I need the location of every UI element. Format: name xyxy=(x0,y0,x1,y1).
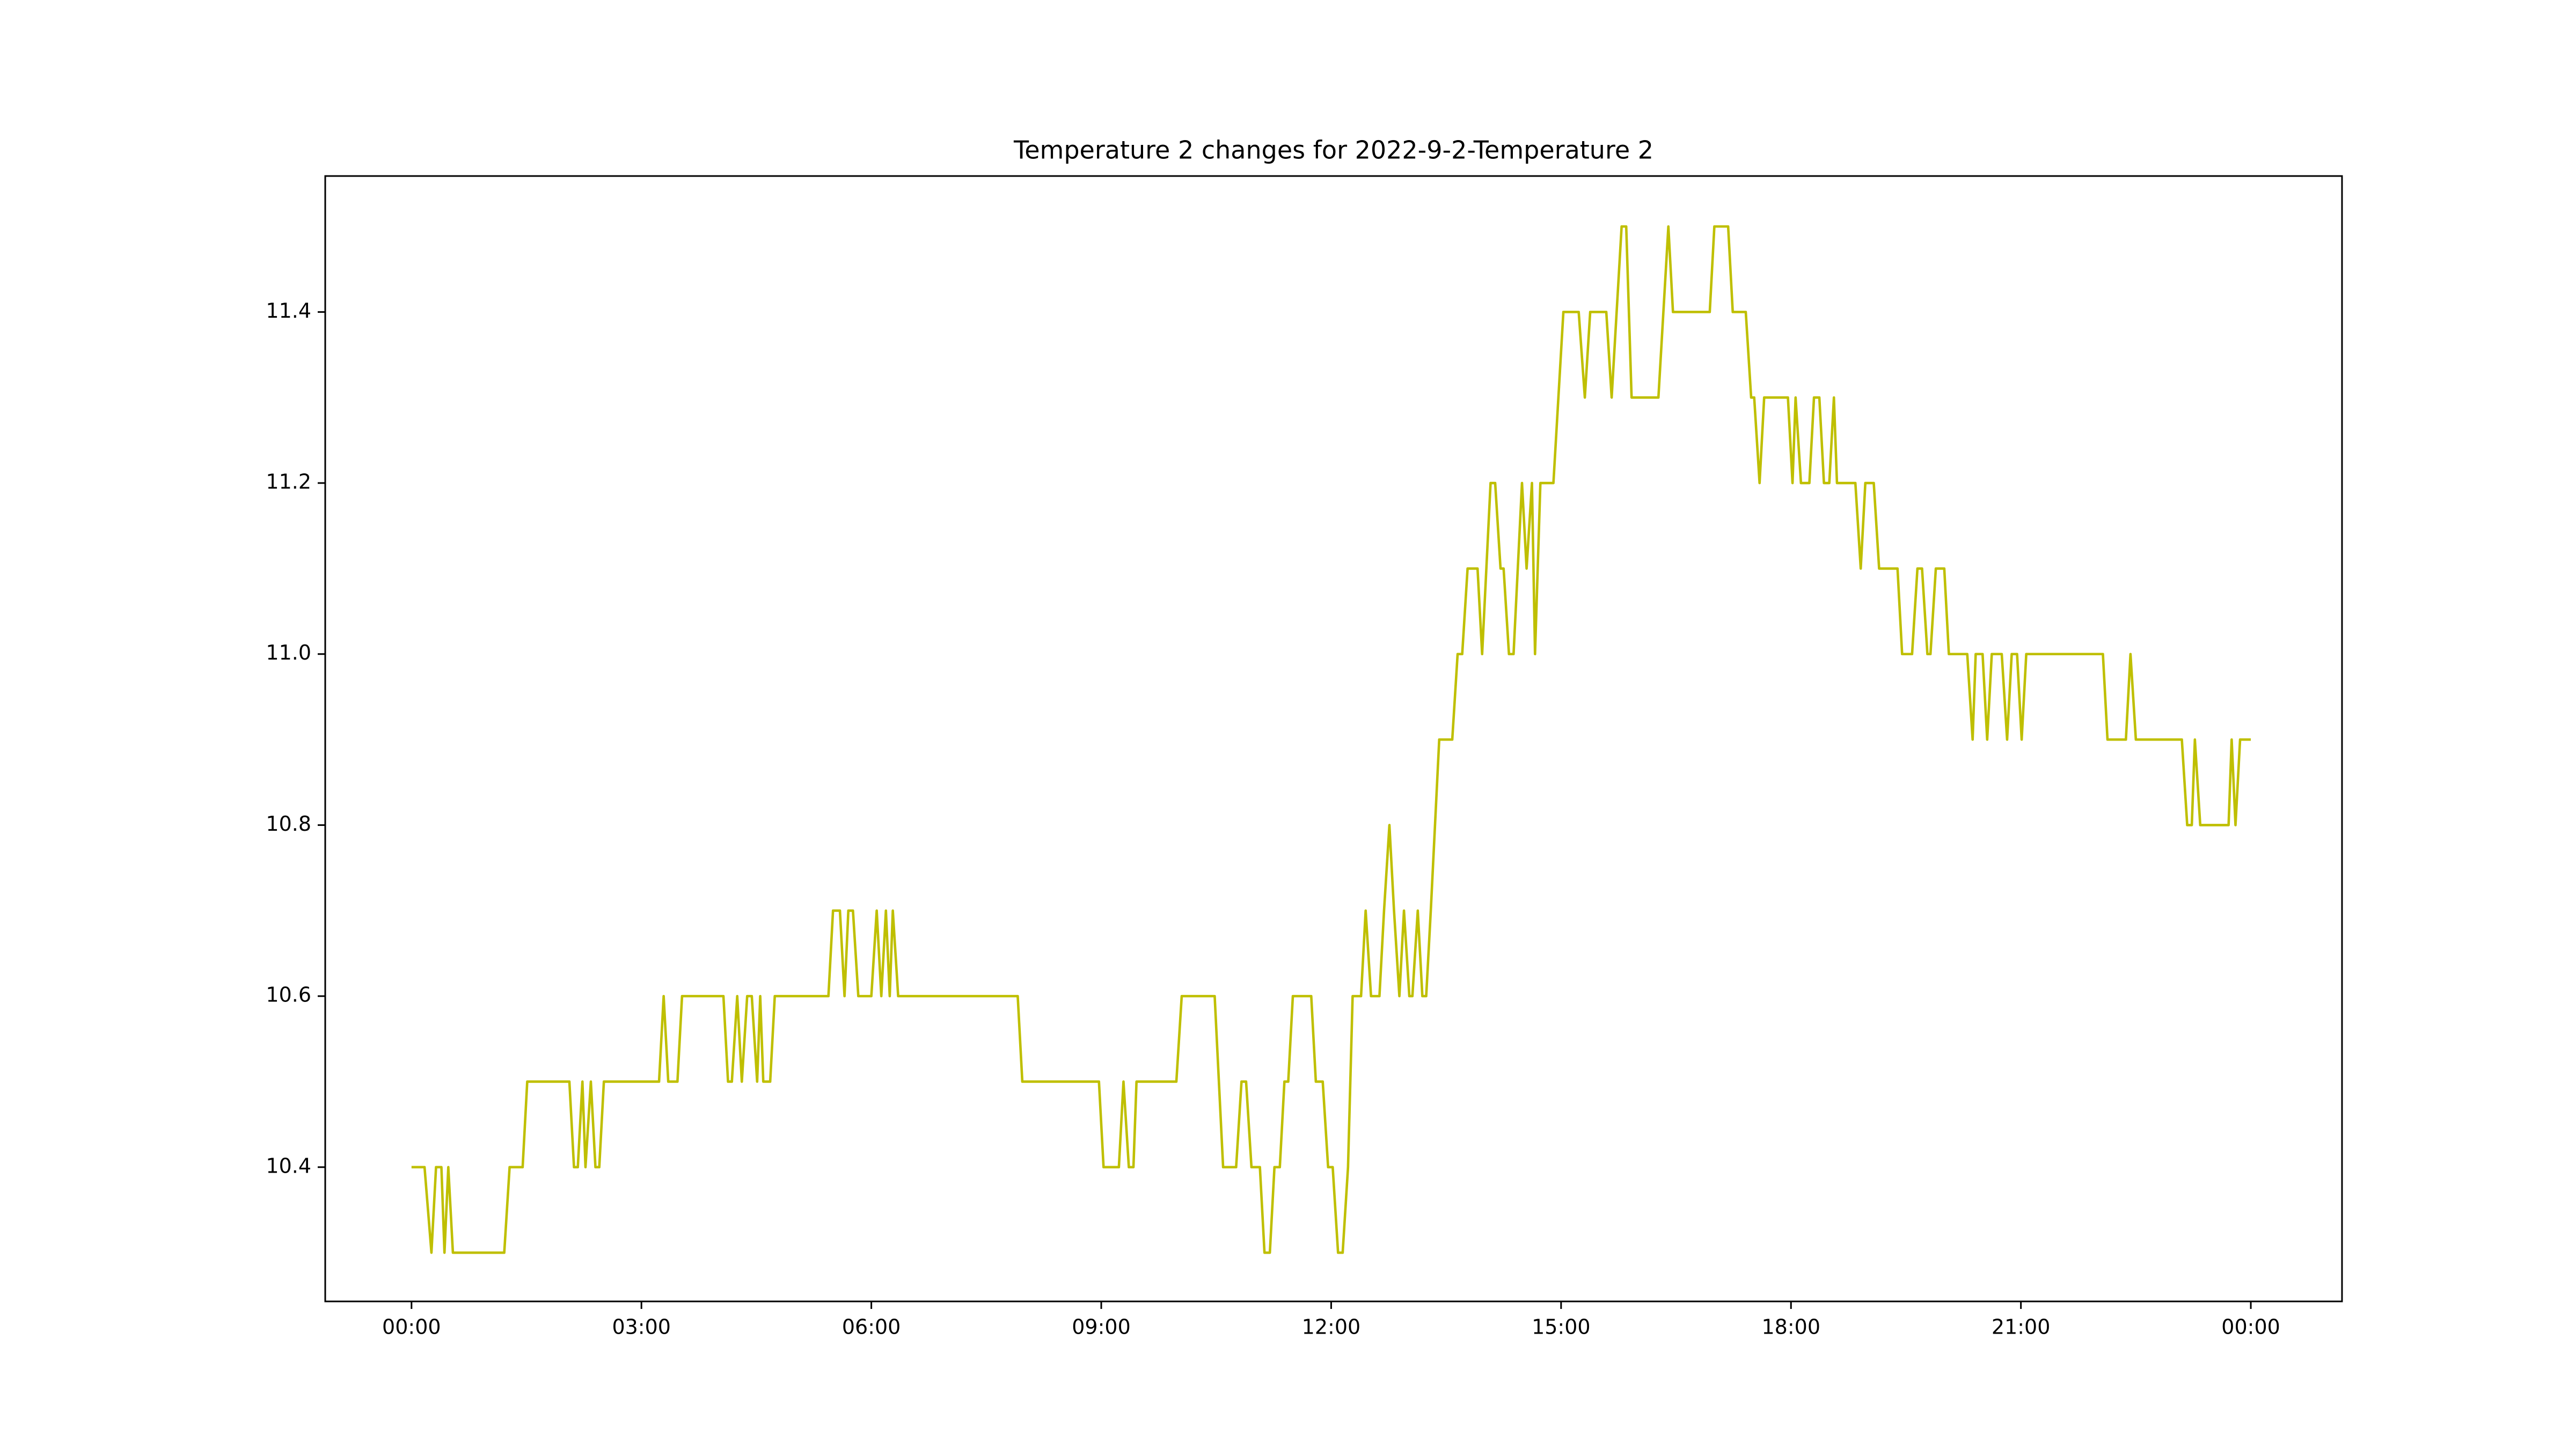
x-tick-label: 12:00 xyxy=(1302,1315,1361,1339)
x-tick-label: 00:00 xyxy=(382,1315,441,1339)
x-tick-label: 00:00 xyxy=(2221,1315,2280,1339)
y-tick-label: 11.2 xyxy=(266,470,311,494)
x-tick-label: 15:00 xyxy=(1532,1315,1591,1339)
chart-title: Temperature 2 changes for 2022-9-2-Tempe… xyxy=(1013,136,1653,165)
y-tick-label: 11.0 xyxy=(266,641,311,664)
y-tick-label: 10.6 xyxy=(266,983,311,1007)
y-tick-label: 11.4 xyxy=(266,299,311,323)
x-tick-label: 09:00 xyxy=(1072,1315,1131,1339)
y-tick-label: 10.4 xyxy=(266,1154,311,1177)
x-tick-label: 18:00 xyxy=(1761,1315,1820,1339)
x-tick-label: 21:00 xyxy=(1992,1315,2051,1339)
x-tick-label: 03:00 xyxy=(612,1315,671,1339)
data-line xyxy=(411,225,2251,1254)
x-tick-label: 06:00 xyxy=(842,1315,901,1339)
y-tick-label: 10.8 xyxy=(266,812,311,836)
plot-frame xyxy=(324,175,2343,1302)
